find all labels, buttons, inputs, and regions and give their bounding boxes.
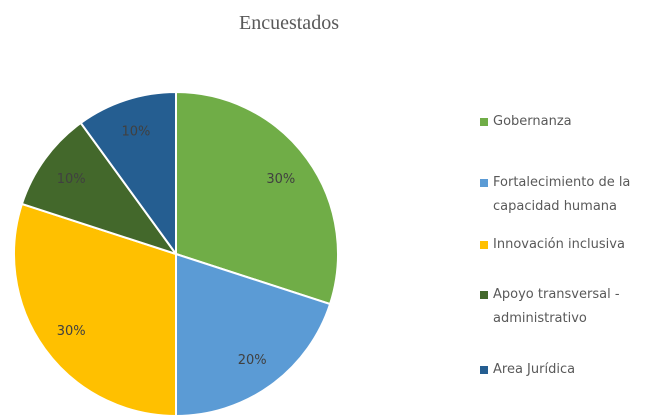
legend-item: Gobernanza: [480, 110, 665, 134]
legend-swatch: [480, 118, 488, 126]
pie-slice: [175, 90, 339, 306]
pie-slice: [20, 121, 179, 256]
legend-swatch: [480, 366, 488, 374]
legend-item: Innovación inclusiva: [480, 233, 665, 257]
legend-swatch: [480, 291, 488, 299]
chart-title: Encuestados: [239, 12, 339, 34]
legend-swatch: [480, 241, 488, 249]
legend-label: Gobernanza: [493, 114, 572, 129]
data-label: 30%: [266, 172, 295, 187]
data-label: 30%: [57, 324, 86, 339]
data-label: 20%: [238, 353, 267, 368]
data-label: 10%: [121, 125, 150, 140]
pie-slice: [175, 252, 332, 417]
legend-label: Apoyo transversal - administrativo: [493, 287, 620, 326]
legend-label: Area Jurídica: [493, 362, 576, 377]
legend-item: Apoyo transversal - administrativo: [480, 283, 665, 331]
legend-item: Fortalecimiento de la capacidad humana: [480, 171, 665, 219]
data-label: 10%: [57, 172, 86, 187]
legend-item: Area Jurídica: [480, 358, 665, 382]
legend-label: Fortalecimiento de la capacidad humana: [493, 175, 631, 214]
pie-slice: [79, 90, 177, 258]
legend-swatch: [480, 179, 488, 187]
legend-label: Innovación inclusiva: [493, 237, 625, 252]
pie-slice: [13, 202, 177, 417]
